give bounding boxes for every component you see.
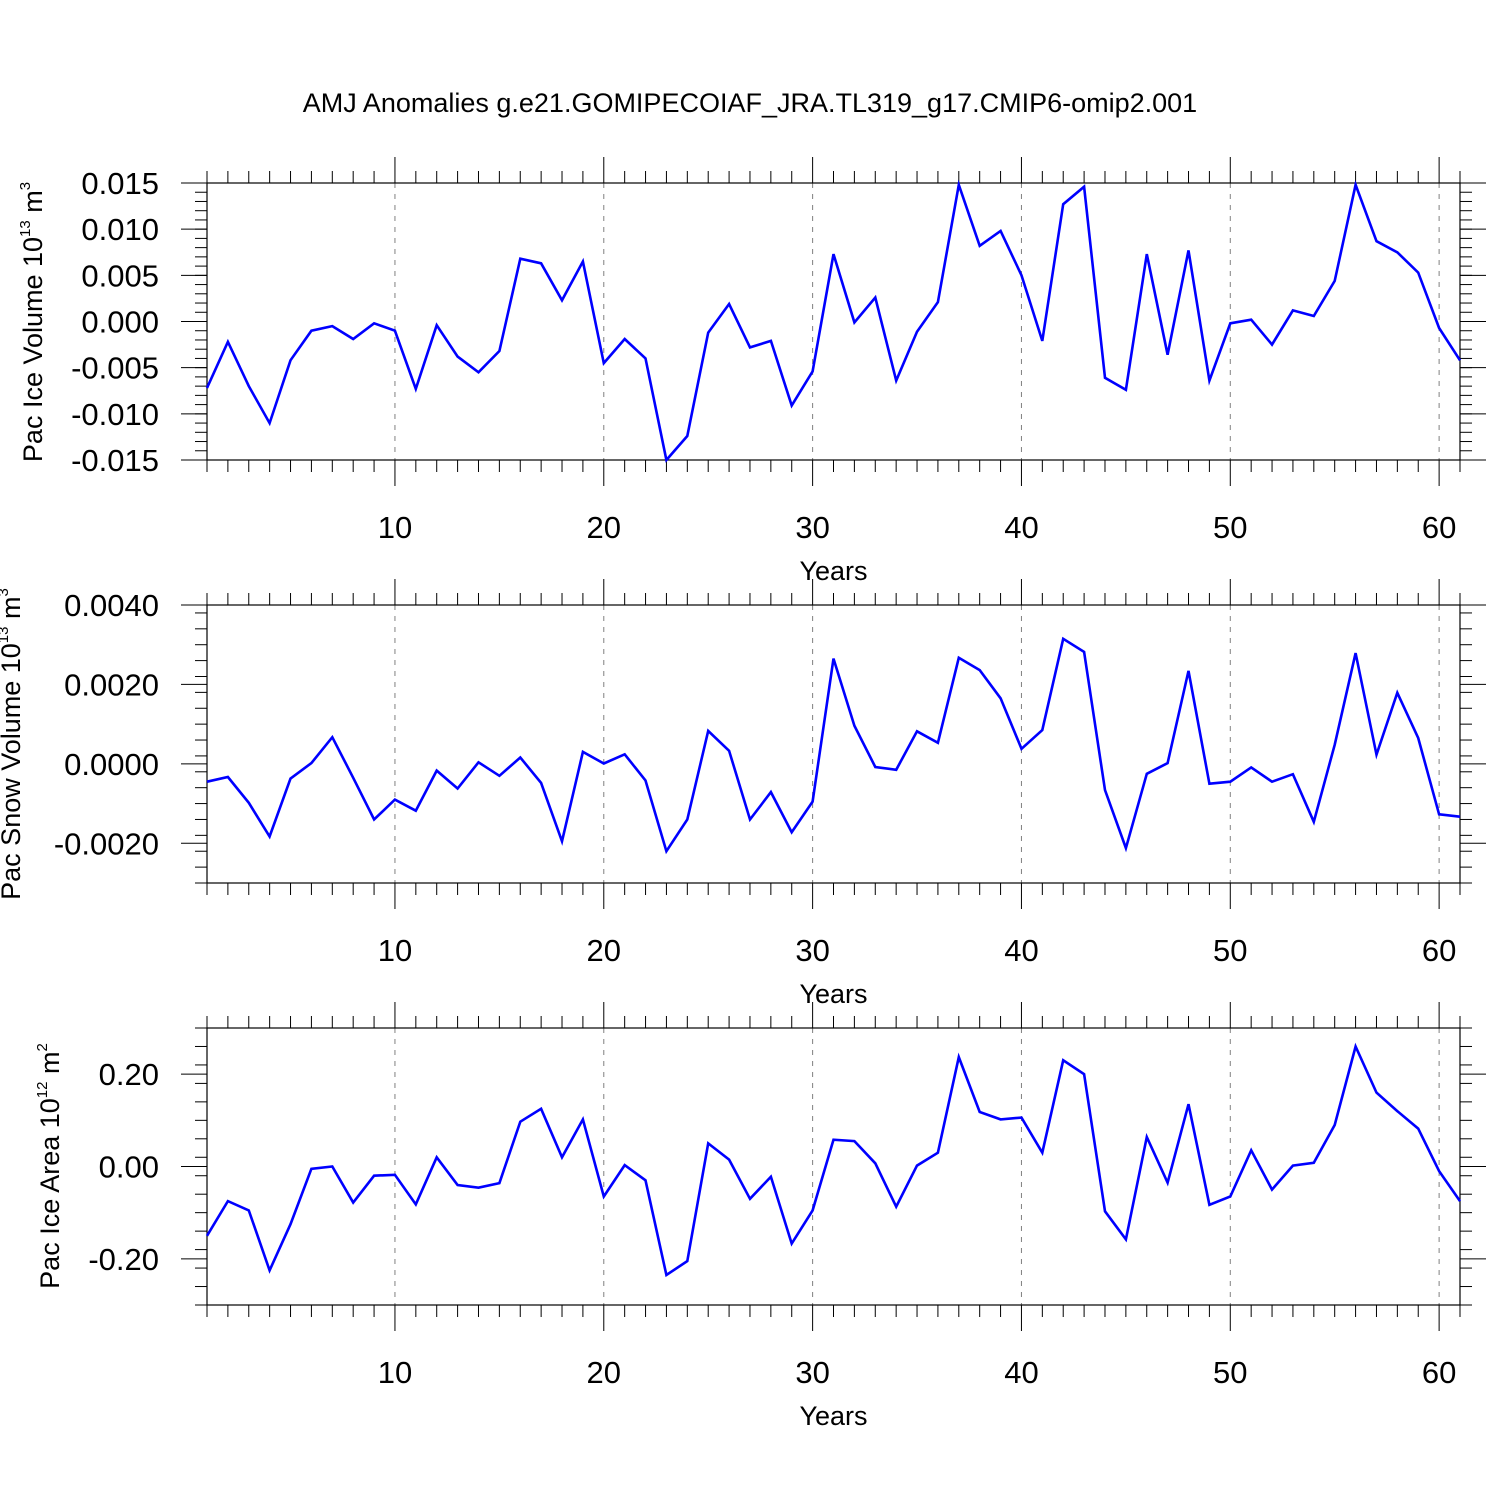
chart-panel-3: -0.20 0.00 0.20 10 20 30 40 50 60 Years Pac Ice Ar… bbox=[34, 1002, 1486, 1431]
x-tick-label: 10 bbox=[378, 510, 412, 545]
x-tick-label: 10 bbox=[378, 1355, 412, 1390]
y-tick-label: 0.005 bbox=[81, 258, 159, 293]
x-tick-label: 20 bbox=[587, 933, 621, 968]
y-tick-label: -0.0020 bbox=[54, 826, 159, 861]
x-tick-label: 10 bbox=[378, 933, 412, 968]
x-axis-label: Years bbox=[799, 979, 867, 1009]
y-tick-label: 0.010 bbox=[81, 212, 159, 247]
y-tick-label: 0.0000 bbox=[64, 747, 159, 782]
chart-panel-1: -0.015 -0.010 -0.005 0.000 0.005 0.010 0.015 10… bbox=[17, 157, 1486, 586]
x-tick-label: 60 bbox=[1422, 510, 1456, 545]
y-tick-label: 0.015 bbox=[81, 166, 159, 201]
series-line bbox=[206, 636, 1461, 855]
y-tick-label: 0.20 bbox=[99, 1057, 159, 1092]
x-tick-label: 40 bbox=[1004, 1355, 1038, 1390]
x-tick-label: 40 bbox=[1004, 933, 1038, 968]
x-tick-label: 30 bbox=[795, 1355, 829, 1390]
x-tick-label: 50 bbox=[1213, 510, 1247, 545]
y-tick-label: 0.00 bbox=[99, 1150, 159, 1185]
x-tick-label: 20 bbox=[587, 510, 621, 545]
y-tick-label: -0.010 bbox=[71, 397, 159, 432]
y-axis-label: Pac Snow Volume 1013 m3 bbox=[0, 588, 26, 900]
y-axis-label: Pac Ice Area 1012 m2 bbox=[34, 1043, 65, 1289]
y-tick-label: -0.005 bbox=[71, 351, 159, 386]
x-tick-label: 40 bbox=[1004, 510, 1038, 545]
chart-panel-2: -0.0020 0.0000 0.0020 0.0040 10 20 30 40 50 60 Yea… bbox=[0, 579, 1486, 1009]
x-tick-label: 60 bbox=[1422, 1355, 1456, 1390]
x-tick-label: 60 bbox=[1422, 933, 1456, 968]
y-tick-label: 0.000 bbox=[81, 305, 159, 340]
x-tick-label: 50 bbox=[1213, 1355, 1247, 1390]
y-tick-label: 0.0040 bbox=[64, 588, 159, 623]
page-title: AMJ Anomalies g.e21.GOMIPECOIAF_JRA.TL31… bbox=[302, 88, 1198, 118]
plot-frame bbox=[206, 604, 1461, 884]
x-axis-label: Years bbox=[799, 556, 867, 586]
x-axis-label: Years bbox=[799, 1401, 867, 1431]
x-tick-label: 50 bbox=[1213, 933, 1247, 968]
x-tick-label: 20 bbox=[587, 1355, 621, 1390]
y-axis-label: Pac Ice Volume 1013 m3 bbox=[17, 182, 48, 462]
x-tick-label: 30 bbox=[795, 510, 829, 545]
y-tick-label: -0.015 bbox=[71, 443, 159, 478]
x-tick-label: 30 bbox=[795, 933, 829, 968]
y-tick-label: -0.20 bbox=[88, 1242, 159, 1277]
y-tick-label: 0.0020 bbox=[64, 667, 159, 702]
